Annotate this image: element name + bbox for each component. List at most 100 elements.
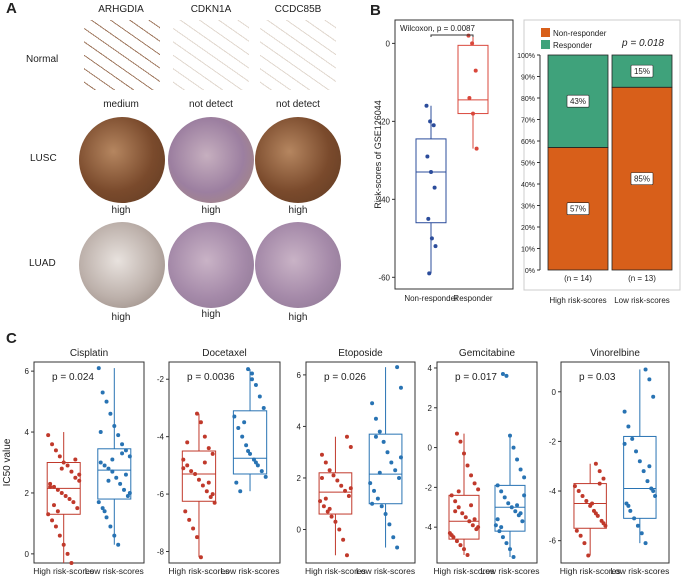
- drug-point-2-1-15: [387, 522, 392, 527]
- drug-tick-label-4-1: -2: [549, 437, 557, 446]
- drug-point-3-1-3: [511, 445, 516, 450]
- drug-point-0-0-16: [75, 506, 80, 511]
- drug-point-4-1-7: [637, 459, 642, 464]
- point-0-3: [425, 154, 430, 159]
- bar-label-box-0-0: [566, 202, 590, 216]
- drug-point-2-0-18: [348, 486, 353, 491]
- drug-point-2-1-9: [397, 475, 402, 480]
- point-1-5: [474, 146, 479, 151]
- drug-point-3-0-23: [476, 525, 481, 530]
- drug-point-1-0-23: [185, 440, 190, 445]
- drug-point-0-0-13: [63, 494, 68, 498]
- drug-point-0-0-3: [57, 454, 62, 459]
- y-tick-label-3: -60: [378, 273, 390, 282]
- drug-point-1-0-7: [189, 469, 194, 474]
- drug-point-0-1-4: [112, 423, 117, 428]
- drug-point-3-0-9: [456, 505, 461, 510]
- drug-point-0-1-23: [120, 451, 125, 456]
- drug-point-2-1-14: [383, 512, 388, 517]
- drug-point-3-1-7: [495, 483, 500, 488]
- drug-point-4-1-13: [628, 508, 633, 513]
- point-1-2: [473, 68, 478, 73]
- drug-point-0-0-18: [50, 518, 55, 523]
- drug-point-3-0-8: [453, 499, 458, 504]
- drug-point-2-1-13: [379, 504, 384, 509]
- pct-tick-label-2: 20%: [521, 225, 535, 232]
- panel-label-a: A: [6, 0, 17, 17]
- point-1-3: [467, 95, 472, 100]
- drug-point-0-0-17: [46, 512, 51, 517]
- drug-point-2-0-11: [321, 504, 326, 509]
- drug-point-1-1-7: [240, 434, 245, 439]
- drug-point-0-1-27: [102, 509, 107, 514]
- column-header-arhgdia: ARHGDIA: [98, 4, 144, 15]
- drug-point-3-0-10: [460, 511, 465, 516]
- bar-label-box-0-1: [566, 94, 590, 108]
- tissue-image-lusc-2: [168, 117, 254, 203]
- drug-point-0-1-16: [125, 494, 130, 498]
- drug-point-0-0-7: [73, 475, 78, 480]
- drug-point-1-0-13: [212, 500, 217, 505]
- tissue-image-luad-1: [79, 222, 165, 308]
- drug-point-3-0-12: [467, 519, 472, 524]
- drug-point-2-1-6: [385, 450, 390, 455]
- drug-point-0-0-19: [53, 524, 58, 529]
- drug-point-0-0-28: [55, 509, 60, 514]
- drug-tick-label-3-4: -4: [425, 523, 433, 532]
- drug-point-2-1-10: [368, 481, 373, 486]
- drug-pvalue-2: p = 0.026: [324, 372, 366, 383]
- drug-pvalue-4: p = 0.03: [579, 372, 616, 383]
- drug-point-4-1-5: [630, 436, 635, 441]
- drug-point-0-0-1: [50, 442, 55, 447]
- drug-point-1-1-2: [253, 382, 258, 387]
- drug-point-0-1-1: [100, 390, 105, 395]
- group-label-0: High risk-scores: [549, 296, 606, 305]
- drug-point-1-1-1: [249, 371, 254, 376]
- drug-box-3-0: [448, 494, 480, 540]
- row-label-normal: Normal: [26, 54, 59, 65]
- drug-point-1-1-0: [246, 367, 251, 372]
- drug-point-1-0-17: [195, 535, 200, 540]
- pct-tick-label-10: 100%: [517, 53, 535, 60]
- drug-point-1-0-1: [198, 420, 203, 425]
- drug-tick-label-0-2: 4: [25, 428, 30, 437]
- caption-lusc-cdkn1a: high: [201, 205, 221, 216]
- point-0-6: [426, 216, 431, 221]
- point-0-8: [433, 244, 438, 249]
- pct-tick-label-1: 10%: [521, 247, 535, 254]
- drug-point-4-1-21: [626, 503, 631, 508]
- drug-point-4-1-20: [622, 441, 627, 446]
- drug-point-0-0-22: [65, 551, 70, 556]
- drug-point-4-1-19: [651, 489, 656, 494]
- drug-point-3-1-22: [518, 511, 523, 516]
- drug-tick-label-4-3: -6: [549, 537, 557, 546]
- drug-point-2-0-9: [346, 494, 351, 498]
- drug-point-2-0-14: [333, 519, 338, 524]
- drug-point-3-1-16: [497, 529, 502, 534]
- drug-point-4-0-6: [584, 498, 589, 503]
- drug-point-1-0-4: [210, 451, 215, 456]
- drug-point-0-1-22: [116, 542, 121, 547]
- y-tick-label-0: 0: [386, 39, 391, 48]
- drug-point-1-1-19: [253, 460, 258, 465]
- drug-tick-label-2-1: 2: [297, 474, 302, 483]
- drug-group-label-0-0: High risk-scores: [33, 566, 94, 576]
- drug-point-1-0-3: [206, 446, 211, 451]
- drug-point-2-0-0: [344, 434, 349, 439]
- drug-point-4-1-18: [647, 464, 652, 469]
- drug-frame-0: [33, 361, 145, 564]
- drug-point-4-1-14: [632, 516, 637, 521]
- drug-point-3-0-22: [472, 517, 477, 522]
- drug-point-1-0-16: [191, 526, 196, 531]
- drug-point-2-1-20: [373, 434, 378, 439]
- drug-point-0-0-20: [57, 533, 62, 538]
- drug-point-0-1-10: [102, 463, 107, 468]
- drug-point-0-1-7: [123, 448, 128, 453]
- drug-point-4-0-14: [582, 541, 587, 546]
- drug-point-3-1-8: [499, 489, 504, 494]
- drug-point-3-1-18: [504, 541, 509, 546]
- tissue-image-luad-3: [255, 222, 341, 308]
- drug-point-4-1-16: [639, 531, 644, 536]
- drug-point-0-0-12: [59, 490, 64, 495]
- drug-point-4-0-17: [593, 511, 598, 516]
